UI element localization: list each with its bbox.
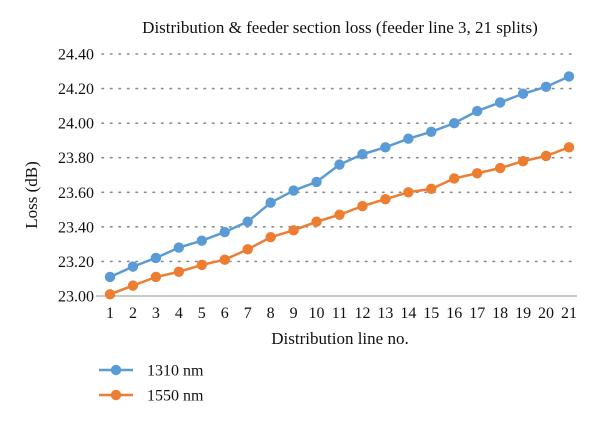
data-point <box>127 261 139 272</box>
x-tick-label: 2 <box>129 305 137 322</box>
data-point <box>494 97 506 108</box>
y-tick-label: 24.40 <box>58 47 94 64</box>
x-tick-label: 7 <box>244 305 252 322</box>
series-0 <box>104 71 575 283</box>
x-tick-labels: 1 2 3 4 5 6 7 8 9 10 11 12 13 14 15 16 17 18 19 20 21 <box>106 305 577 322</box>
gridlines <box>101 53 576 263</box>
data-point <box>494 162 506 174</box>
y-tick-label: 24.00 <box>58 116 94 133</box>
data-point <box>311 176 322 188</box>
data-point <box>219 254 230 265</box>
data-point <box>426 183 437 195</box>
y-tick-label: 23.60 <box>58 185 94 202</box>
series-layer <box>104 71 575 300</box>
data-point <box>127 280 139 291</box>
data-point <box>517 155 529 167</box>
data-point <box>357 200 368 212</box>
data-point <box>150 271 162 283</box>
x-tick-label: 3 <box>152 305 160 322</box>
legend-item: 1310 nm <box>99 363 204 380</box>
data-point <box>334 209 345 220</box>
data-point <box>311 216 322 227</box>
data-point <box>265 232 276 243</box>
legend-item: 1550 nm <box>99 388 204 405</box>
data-point <box>380 194 391 205</box>
x-tick-label: 15 <box>423 305 439 322</box>
data-point <box>540 81 552 93</box>
x-tick-label: 20 <box>538 305 554 322</box>
data-point <box>426 126 437 137</box>
y-axis-label: Loss (dB) <box>22 161 41 229</box>
x-axis-label: Distribution line no. <box>271 329 408 348</box>
data-point <box>150 252 162 264</box>
data-point <box>288 185 299 196</box>
legend-label: 1550 nm <box>147 388 204 405</box>
data-point <box>472 168 483 179</box>
x-tick-label: 8 <box>267 305 275 322</box>
y-tick-label: 23.00 <box>58 289 94 306</box>
y-tick-labels: 23.00 23.20 23.40 23.60 23.80 24.00 24.20 24.40 <box>58 47 94 306</box>
x-tick-label: 11 <box>332 305 347 322</box>
data-point <box>472 105 483 117</box>
y-tick-label: 23.20 <box>58 254 94 271</box>
data-point <box>242 216 253 227</box>
data-point <box>403 187 414 198</box>
legend-marker <box>110 389 122 401</box>
data-point <box>517 88 529 99</box>
data-point <box>173 242 185 253</box>
x-tick-label: 12 <box>354 305 370 322</box>
data-point <box>265 197 276 208</box>
data-point <box>242 244 253 255</box>
data-point <box>380 142 391 153</box>
data-point <box>104 271 116 283</box>
y-tick-label: 23.80 <box>58 150 94 167</box>
legend-label: 1310 nm <box>147 363 204 380</box>
data-point <box>563 142 575 153</box>
chart-title: Distribution & feeder section loss (feed… <box>142 18 538 37</box>
legend-marker <box>110 364 122 376</box>
data-point <box>357 149 368 160</box>
x-tick-label: 9 <box>290 305 298 322</box>
x-tick-label: 18 <box>492 305 508 322</box>
x-tick-label: 4 <box>175 305 183 322</box>
x-tick-label: 13 <box>377 305 393 322</box>
data-point <box>219 226 230 238</box>
data-point <box>449 173 460 184</box>
data-point <box>196 259 207 271</box>
x-tick-label: 6 <box>221 305 229 322</box>
data-point <box>540 150 552 162</box>
data-point <box>288 225 299 236</box>
data-point <box>334 159 345 170</box>
data-point <box>563 71 575 82</box>
x-tick-label: 10 <box>309 305 325 322</box>
data-point <box>196 235 207 246</box>
x-tick-label: 19 <box>515 305 531 322</box>
series-1 <box>104 142 575 300</box>
data-point <box>104 289 116 300</box>
x-tick-label: 5 <box>198 305 206 322</box>
x-tick-label: 1 <box>106 305 114 322</box>
y-tick-label: 24.20 <box>58 81 94 98</box>
x-tick-label: 14 <box>400 305 416 322</box>
x-tick-label: 16 <box>446 305 462 322</box>
y-tick-label: 23.40 <box>58 219 94 236</box>
data-point <box>449 117 460 129</box>
legend: 1310 nm 1550 nm <box>99 363 204 405</box>
x-tick-label: 17 <box>469 305 485 322</box>
data-point <box>173 266 185 277</box>
data-point <box>403 133 414 144</box>
x-tick-label: 21 <box>561 305 577 322</box>
